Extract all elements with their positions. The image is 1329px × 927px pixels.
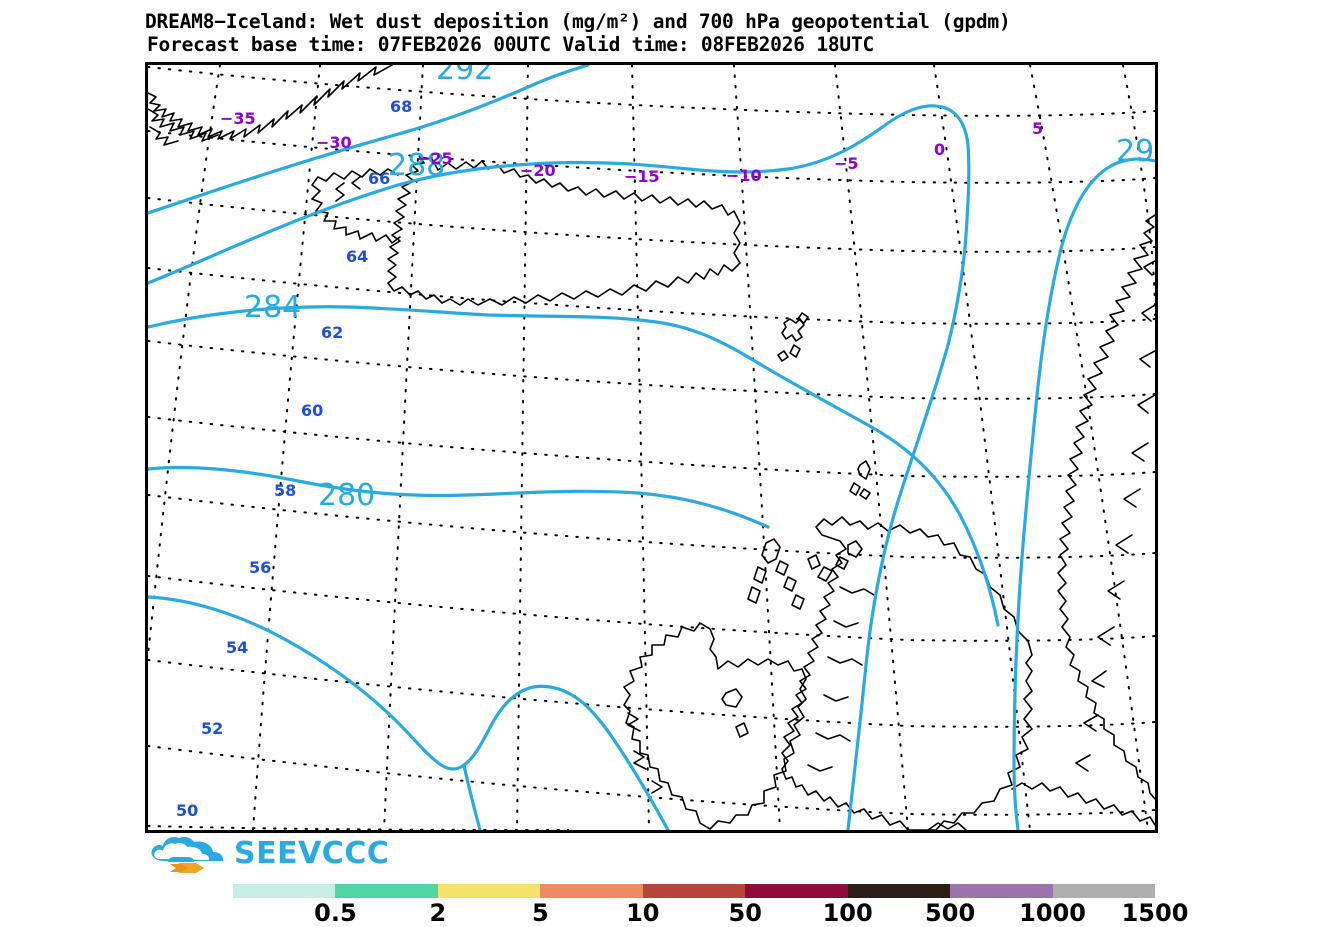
svg-text:50: 50 xyxy=(176,801,198,820)
coastline-shetland xyxy=(849,460,871,500)
svg-text:68: 68 xyxy=(390,97,412,116)
coastline-great-britain xyxy=(781,516,1033,830)
svg-text:60: 60 xyxy=(301,401,323,420)
coastline-ireland xyxy=(623,622,807,830)
svg-text:5: 5 xyxy=(1032,119,1043,138)
svg-text:0: 0 xyxy=(934,140,945,159)
colorbar-segment-2 xyxy=(437,884,541,898)
svg-text:66: 66 xyxy=(368,169,390,188)
colorbar-segment-4 xyxy=(642,884,746,898)
contour-276-branch xyxy=(462,763,482,830)
contour-288 xyxy=(148,104,971,285)
colorbar-segment-5 xyxy=(745,884,848,898)
colorbar-label-2: 2 xyxy=(429,899,447,927)
chart-title-line-1: DREAM8−Iceland: Wet dust deposition (mg/… xyxy=(145,10,1011,33)
svg-text:−10: −10 xyxy=(726,166,762,185)
graticule-meridians xyxy=(148,65,1155,830)
map-canvas: 292 292 288 284 280 68 66 64 62 60 58 56… xyxy=(148,65,1155,830)
weather-map-panel: 292 292 288 284 280 68 66 64 62 60 58 56… xyxy=(145,62,1158,833)
svg-text:−15: −15 xyxy=(624,167,660,186)
colorbar-label-50: 50 xyxy=(728,899,762,927)
coastlines xyxy=(148,65,1155,830)
colorbar-label-500: 500 xyxy=(925,899,976,927)
geopotential-contours xyxy=(148,65,1155,830)
coastline-faroe xyxy=(777,312,809,362)
svg-text:−5: −5 xyxy=(834,154,859,173)
coastline-hebrides xyxy=(747,538,833,610)
colorbar-gradient-strip xyxy=(233,884,1155,898)
coastline-orkney xyxy=(835,540,863,570)
contour-label-292-top: 292 xyxy=(436,65,493,87)
svg-text:−30: −30 xyxy=(316,133,352,152)
colorbar-label-5: 5 xyxy=(531,899,549,927)
colorbar-segment-7 xyxy=(950,884,1053,898)
svg-text:52: 52 xyxy=(201,719,223,738)
svg-text:56: 56 xyxy=(249,558,271,577)
contour-288-south xyxy=(846,233,968,830)
svg-text:54: 54 xyxy=(226,638,248,657)
svg-text:62: 62 xyxy=(321,323,343,342)
contour-284 xyxy=(148,305,1000,627)
colorbar-label-10: 10 xyxy=(626,899,660,927)
colorbar-segment-0 xyxy=(233,884,336,898)
contour-292-east xyxy=(1012,157,1155,830)
contour-276 xyxy=(148,595,670,830)
graticule-parallels xyxy=(148,66,1155,830)
colorbar-tick-labels: 0.5 2 5 10 50 100 500 1000 1500 xyxy=(210,899,1188,927)
contour-label-284: 284 xyxy=(244,290,301,325)
deposition-colorbar: 0.5 2 5 10 50 100 500 1000 1500 xyxy=(210,884,1188,927)
colorbar-segment-6 xyxy=(847,884,951,898)
svg-text:−25: −25 xyxy=(417,149,453,168)
chart-title-line-2: Forecast base time: 07FEB2026 00UTC Vali… xyxy=(147,33,875,56)
contour-label-280: 280 xyxy=(318,478,375,513)
latitude-labels: 68 66 64 62 60 58 56 54 52 50 xyxy=(176,97,412,820)
longitude-labels: −35 −30 −25 −20 −15 −10 −5 0 5 xyxy=(220,109,1043,186)
colorbar-segment-3 xyxy=(540,884,643,898)
colorbar-segment-8 xyxy=(1052,884,1155,898)
colorbar-label-0.5: 0.5 xyxy=(314,899,357,927)
coastline-greenland xyxy=(148,65,393,140)
svg-text:−35: −35 xyxy=(220,109,256,128)
contour-label-288: 288 xyxy=(388,148,445,183)
seevccc-logo: SEEVCCC xyxy=(146,833,390,875)
svg-text:64: 64 xyxy=(346,247,368,266)
contour-292-north xyxy=(148,65,590,215)
colorbar-label-1000: 1000 xyxy=(1019,899,1086,927)
svg-text:58: 58 xyxy=(274,481,296,500)
contour-280 xyxy=(148,465,770,529)
colorbar-label-1500: 1500 xyxy=(1121,899,1189,927)
logo-wordmark: SEEVCCC xyxy=(234,836,390,871)
colorbar-label-100: 100 xyxy=(822,899,873,927)
contour-label-292-right: 292 xyxy=(1116,134,1155,169)
colorbar-segment-1 xyxy=(335,884,438,898)
cloud-logo-icon xyxy=(151,836,224,873)
chart-title-block: DREAM8−Iceland: Wet dust deposition (mg/… xyxy=(145,10,1325,56)
coastline-continent xyxy=(1011,782,1155,826)
coastline-norway xyxy=(1057,214,1155,800)
contour-labels: 292 292 288 284 280 xyxy=(244,65,1155,513)
svg-text:−20: −20 xyxy=(520,161,556,180)
